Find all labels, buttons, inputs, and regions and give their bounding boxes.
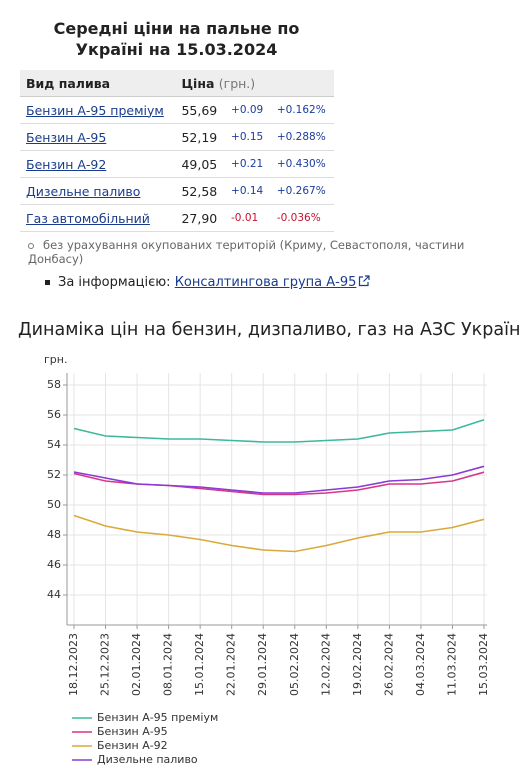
table-body: Бензин А-95 преміум 55,69 +0.09 +0.162% Бенз…	[20, 96, 334, 232]
x-tick-label: 15.03.2024	[477, 633, 490, 696]
x-tick-label: 02.01.2024	[130, 633, 143, 696]
series-line	[73, 465, 485, 494]
fuel-link[interactable]: Бензин А-95	[26, 129, 107, 145]
price-cell: 52,19	[175, 123, 226, 151]
y-tick-label: 52	[47, 468, 61, 481]
fuel-cell: Газ автомобільний	[20, 204, 176, 232]
x-tick-label: 15.01.2024	[193, 633, 206, 696]
y-axis-label: грн.	[44, 353, 67, 366]
change-cell: +0.21	[225, 150, 271, 178]
change-cell: +0.14	[225, 177, 271, 205]
change-cell: +0.09	[225, 96, 271, 124]
x-tick-label: 04.03.2024	[414, 633, 427, 696]
percent-cell: +0.267%	[270, 177, 334, 205]
price-cell: 27,90	[175, 204, 226, 232]
table-row: Бензин А-95 52,19 +0.15 +0.288%	[20, 123, 334, 151]
legend-label: Бензин А-92	[97, 739, 168, 752]
table-row: Дизельне паливо 52,58 +0.14 +0.267%	[20, 177, 334, 205]
table-row: Бензин А-95 преміум 55,69 +0.09 +0.162%	[20, 96, 334, 124]
price-cell: 49,05	[175, 150, 226, 178]
series-line	[73, 418, 485, 443]
y-tick-label: 50	[47, 498, 61, 511]
percent-cell: +0.288%	[270, 123, 334, 151]
percent-cell: +0.430%	[270, 150, 334, 178]
series-line	[73, 514, 485, 553]
table-row: Газ автомобільний 27,90 -0.01 -0.036%	[20, 204, 334, 232]
y-tick-label: 54	[47, 438, 61, 451]
y-tick-label: 56	[47, 408, 61, 421]
header-cell: Ціна (грн.)	[175, 70, 334, 97]
x-tick-label: 29.01.2024	[256, 633, 269, 696]
price-cell: 52,58	[175, 177, 226, 205]
x-tick-label: 19.02.2024	[351, 633, 364, 696]
x-tick-label: 08.01.2024	[162, 633, 175, 696]
source-link[interactable]: Консалтингова група А-95	[174, 275, 357, 290]
fuel-link[interactable]: Газ автомобільний	[26, 210, 150, 226]
fuel-cell: Бензин А-92	[20, 150, 176, 178]
table-title: Середні ціни на пальне по Україні на 15.…	[53, 19, 300, 59]
fuel-link[interactable]: Дизельне паливо	[26, 183, 141, 199]
y-tick-label: 58	[47, 378, 61, 391]
table-row: Бензин А-92 49,05 +0.21 +0.430%	[20, 150, 334, 178]
y-tick-label: 46	[47, 558, 61, 571]
header-unit: (грн.)	[218, 75, 256, 91]
x-tick-label: 11.03.2024	[445, 633, 458, 696]
y-tick-label: 48	[47, 528, 61, 541]
change-cell: +0.15	[225, 123, 271, 151]
header-text: Ціна	[181, 75, 215, 91]
fuel-link[interactable]: Бензин А-95 преміум	[26, 102, 164, 118]
change-cell: -0.01	[225, 204, 271, 232]
header-row: Вид палива Ціна (грн.)	[20, 70, 334, 97]
header-cell: Вид палива	[20, 70, 176, 97]
note: без урахування окупованих територій (Кри…	[28, 238, 519, 266]
y-tick-label: 44	[47, 588, 61, 601]
price-table: Вид палива Ціна (грн.) Бензин А-95 премі…	[20, 70, 334, 232]
percent-cell: +0.162%	[270, 96, 334, 124]
x-tick-label: 25.12.2023	[99, 633, 112, 696]
x-tick-label: 26.02.2024	[382, 633, 395, 696]
fuel-link[interactable]: Бензин А-92	[26, 156, 107, 172]
price-cell: 55,69	[175, 96, 226, 124]
external-icon	[359, 275, 370, 287]
x-tick-label: 18.12.2023	[67, 633, 80, 696]
legend-label: Бензин А-95 преміум	[97, 711, 218, 724]
percent-cell: -0.036%	[270, 204, 334, 232]
fuel-cell: Дизельне паливо	[20, 177, 176, 205]
source-label: За інформацією:	[58, 275, 171, 290]
chart-title: Динаміка цін на бензин, дизпаливо, газ н…	[18, 320, 519, 340]
chart: Динаміка цін на бензин, дизпаливо, газ н…	[18, 320, 519, 766]
x-tick-label: 05.02.2024	[288, 633, 301, 696]
legend-label: Бензин А-95	[97, 725, 168, 738]
fuel-cell: Бензин А-95	[20, 123, 176, 151]
source: За інформацією: Консалтингова група А-95	[45, 275, 370, 290]
x-tick-label: 22.01.2024	[225, 633, 238, 696]
legend-label: Дизельне паливо	[97, 753, 198, 766]
x-tick-label: 12.02.2024	[319, 633, 332, 696]
fuel-cell: Бензин А-95 преміум	[20, 96, 176, 124]
